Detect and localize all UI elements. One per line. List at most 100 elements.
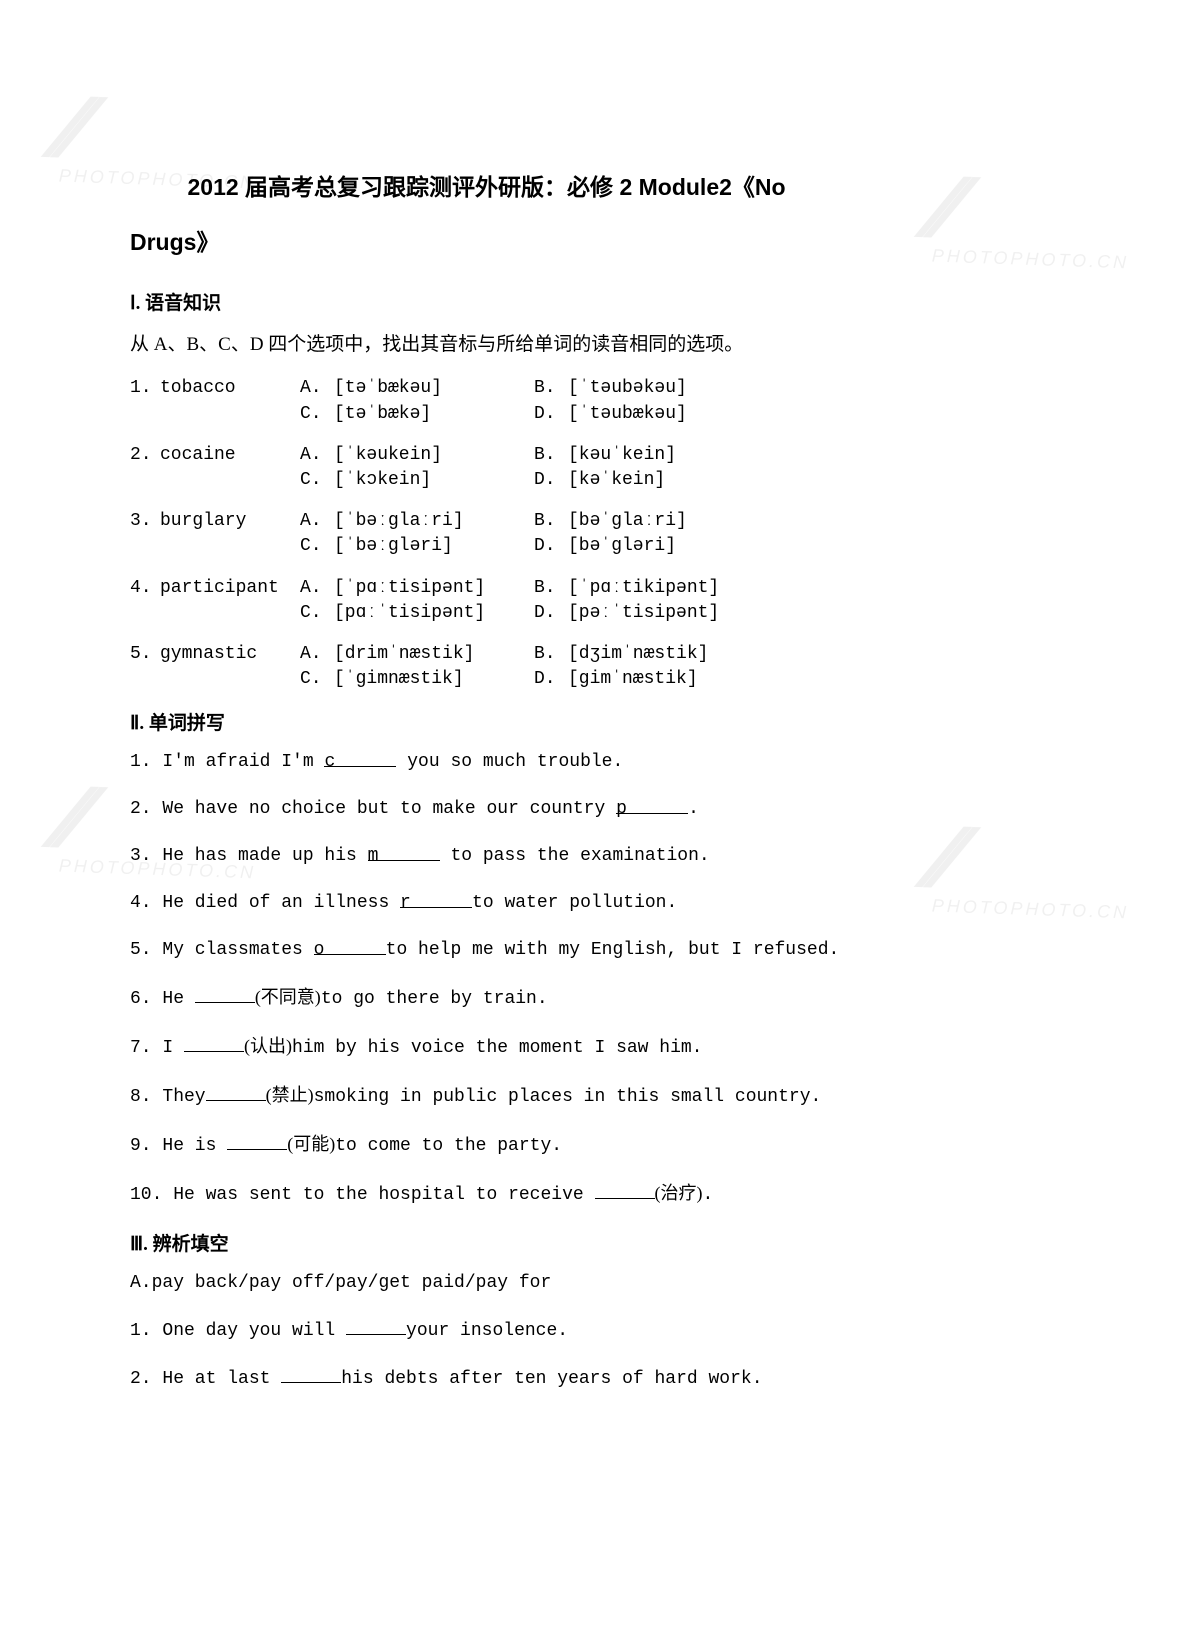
post-text: to pass the examination. [440,846,710,866]
option-value: [ˈkəukein] [334,443,534,468]
hint-zh: (不同意) [255,987,321,1007]
blank[interactable] [195,985,255,1003]
option-label: C. [300,402,334,427]
pre-text: My classmates [162,940,313,960]
fill-blank-list: 1. One day you will your insolence. 2. He… [130,1317,1070,1393]
pre-text: He was sent to the hospital to receive [173,1185,594,1205]
blank-with-letter[interactable]: m [368,843,440,861]
pre-text: One day you will [162,1321,346,1341]
phonetics-row: 1.tobaccoA.[təˈbækəu]B.[ˈtəubəkəu]C.[təˈ… [130,376,1070,426]
option-label: A. [300,642,334,667]
post-text: to help me with my English, but I refuse… [386,940,840,960]
pre-text: He has made up his [162,846,367,866]
question-number: 5. [130,642,160,667]
option-value: [təˈbækəu] [334,376,534,401]
blank[interactable] [227,1132,287,1150]
question-word: participant [160,576,300,601]
option-label: C. [300,667,334,692]
option-label: D. [534,402,568,427]
option-value: [ˈpɑːtikipənt] [568,576,768,601]
document-title: 2012 届高考总复习跟踪测评外研版：必修 2 Module2《No Drugs… [130,160,1070,270]
option-label: C. [300,468,334,493]
option-value: [ˈbəːgləri] [334,534,534,559]
phonetics-row: 2.cocaineA.[ˈkəukein]B.[kəuˈkein]C.[ˈkɔk… [130,443,1070,493]
blank-with-letter[interactable]: o [314,937,386,955]
question-number: 3. [130,509,160,534]
item-number: 4. [130,893,162,913]
spelling-item: 4. He died of an illness rto water pollu… [130,890,1070,917]
hint-zh: (治疗) [655,1183,703,1203]
option-value: [drimˈnæstik] [334,642,534,667]
spelling-item: 3. He has made up his m to pass the exam… [130,843,1070,870]
title-line1: 2012 届高考总复习跟踪测评外研版：必修 2 Module2《No [188,174,786,200]
post-text: to go there by train. [321,989,548,1009]
blank[interactable] [346,1317,406,1335]
pre-text: He died of an illness [162,893,400,913]
option-label: D. [534,601,568,626]
spelling-item: 10. He was sent to the hospital to recei… [130,1180,1070,1209]
spelling-item: 8. They(禁止)smoking in public places in t… [130,1082,1070,1111]
blank[interactable] [281,1365,341,1383]
blank[interactable] [184,1034,244,1052]
option-label: C. [300,601,334,626]
option-value: [dʒimˈnæstik] [568,642,768,667]
spelling-item: 9. He is (可能)to come to the party. [130,1131,1070,1160]
phonetics-row: 4.participantA.[ˈpɑːtisipənt]B.[ˈpɑːtiki… [130,576,1070,626]
blank[interactable] [206,1083,266,1101]
item-number: 6. [130,989,162,1009]
question-number: 2. [130,443,160,468]
section1-head: Ⅰ. 语音知识 [130,288,1070,315]
spelling-item: 2. We have no choice but to make our cou… [130,796,1070,823]
pre-text: I [162,1038,184,1058]
blank-with-letter[interactable]: c [324,749,396,767]
item-number: 7. [130,1038,162,1058]
pre-text: I'm afraid I'm [162,752,324,772]
option-value: [təˈbækə] [334,402,534,427]
option-label: A. [300,576,334,601]
option-value: [bəˈglaːri] [568,509,768,534]
item-number: 1. [130,752,162,772]
section3-head: Ⅲ. 辨析填空 [130,1229,1070,1256]
spelling-item: 6. He (不同意)to go there by train. [130,984,1070,1013]
fill-item: 1. One day you will your insolence. [130,1317,1070,1345]
blank-with-letter[interactable]: r [400,890,472,908]
option-label: B. [534,642,568,667]
fill-item: 2. He at last his debts after ten years … [130,1365,1070,1393]
hint-zh: (可能) [287,1134,335,1154]
question-word: burglary [160,509,300,534]
item-number: 5. [130,940,162,960]
item-number: 2. [130,1369,162,1389]
option-value: [gimˈnæstik] [568,667,768,692]
question-number: 1. [130,376,160,401]
post-text: . [688,799,699,819]
blank-with-letter[interactable]: p [616,796,688,814]
question-word: cocaine [160,443,300,468]
option-label: D. [534,468,568,493]
option-value: [ˈgimnæstik] [334,667,534,692]
item-number: 10. [130,1185,173,1205]
question-word: gymnastic [160,642,300,667]
option-value: [ˈtəubækəu] [568,402,768,427]
option-label: A. [300,443,334,468]
option-value: [ˈtəubəkəu] [568,376,768,401]
option-label: A. [300,376,334,401]
document-page: 2012 届高考总复习跟踪测评外研版：必修 2 Module2《No Drugs… [0,0,1200,1513]
section1-instruction: 从 A、B、C、D 四个选项中，找出其音标与所给单词的读音相同的选项。 [130,329,1070,356]
option-value: [ˈkɔkein] [334,468,534,493]
option-label: D. [534,667,568,692]
blank[interactable] [595,1181,655,1199]
spelling-item: 1. I'm afraid I'm c you so much trouble. [130,749,1070,776]
option-label: B. [534,509,568,534]
post-text: your insolence. [406,1321,568,1341]
spelling-item: 7. I (认出)him by his voice the moment I s… [130,1033,1070,1062]
post-text: smoking in public places in this small c… [314,1087,822,1107]
pre-text: He is [162,1136,227,1156]
section2-head: Ⅱ. 单词拼写 [130,708,1070,735]
question-word: tobacco [160,376,300,401]
hint-zh: (禁止) [266,1085,314,1105]
spelling-list: 1. I'm afraid I'm c you so much trouble.… [130,749,1070,1209]
post-text: you so much trouble. [396,752,623,772]
phonetics-row: 5.gymnasticA.[drimˈnæstik]B.[dʒimˈnæstik… [130,642,1070,692]
option-value: [kəuˈkein] [568,443,768,468]
option-label: A. [300,509,334,534]
